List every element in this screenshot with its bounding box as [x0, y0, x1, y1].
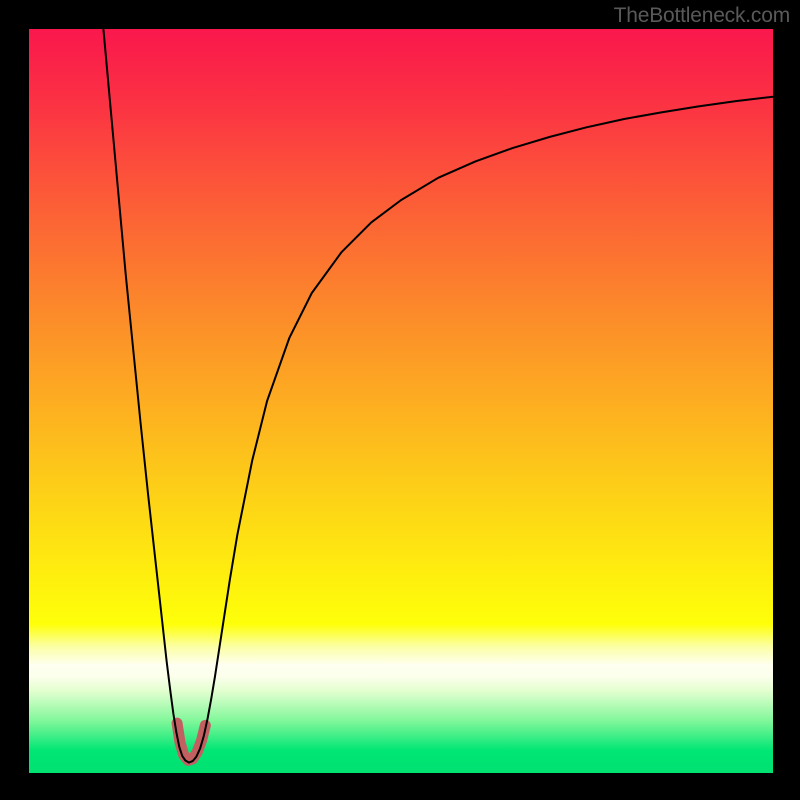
watermark-text: TheBottleneck.com: [614, 4, 790, 28]
bottleneck-chart: [0, 0, 800, 800]
chart-container: TheBottleneck.com: [0, 0, 800, 800]
plot-background-gradient: [29, 29, 773, 773]
